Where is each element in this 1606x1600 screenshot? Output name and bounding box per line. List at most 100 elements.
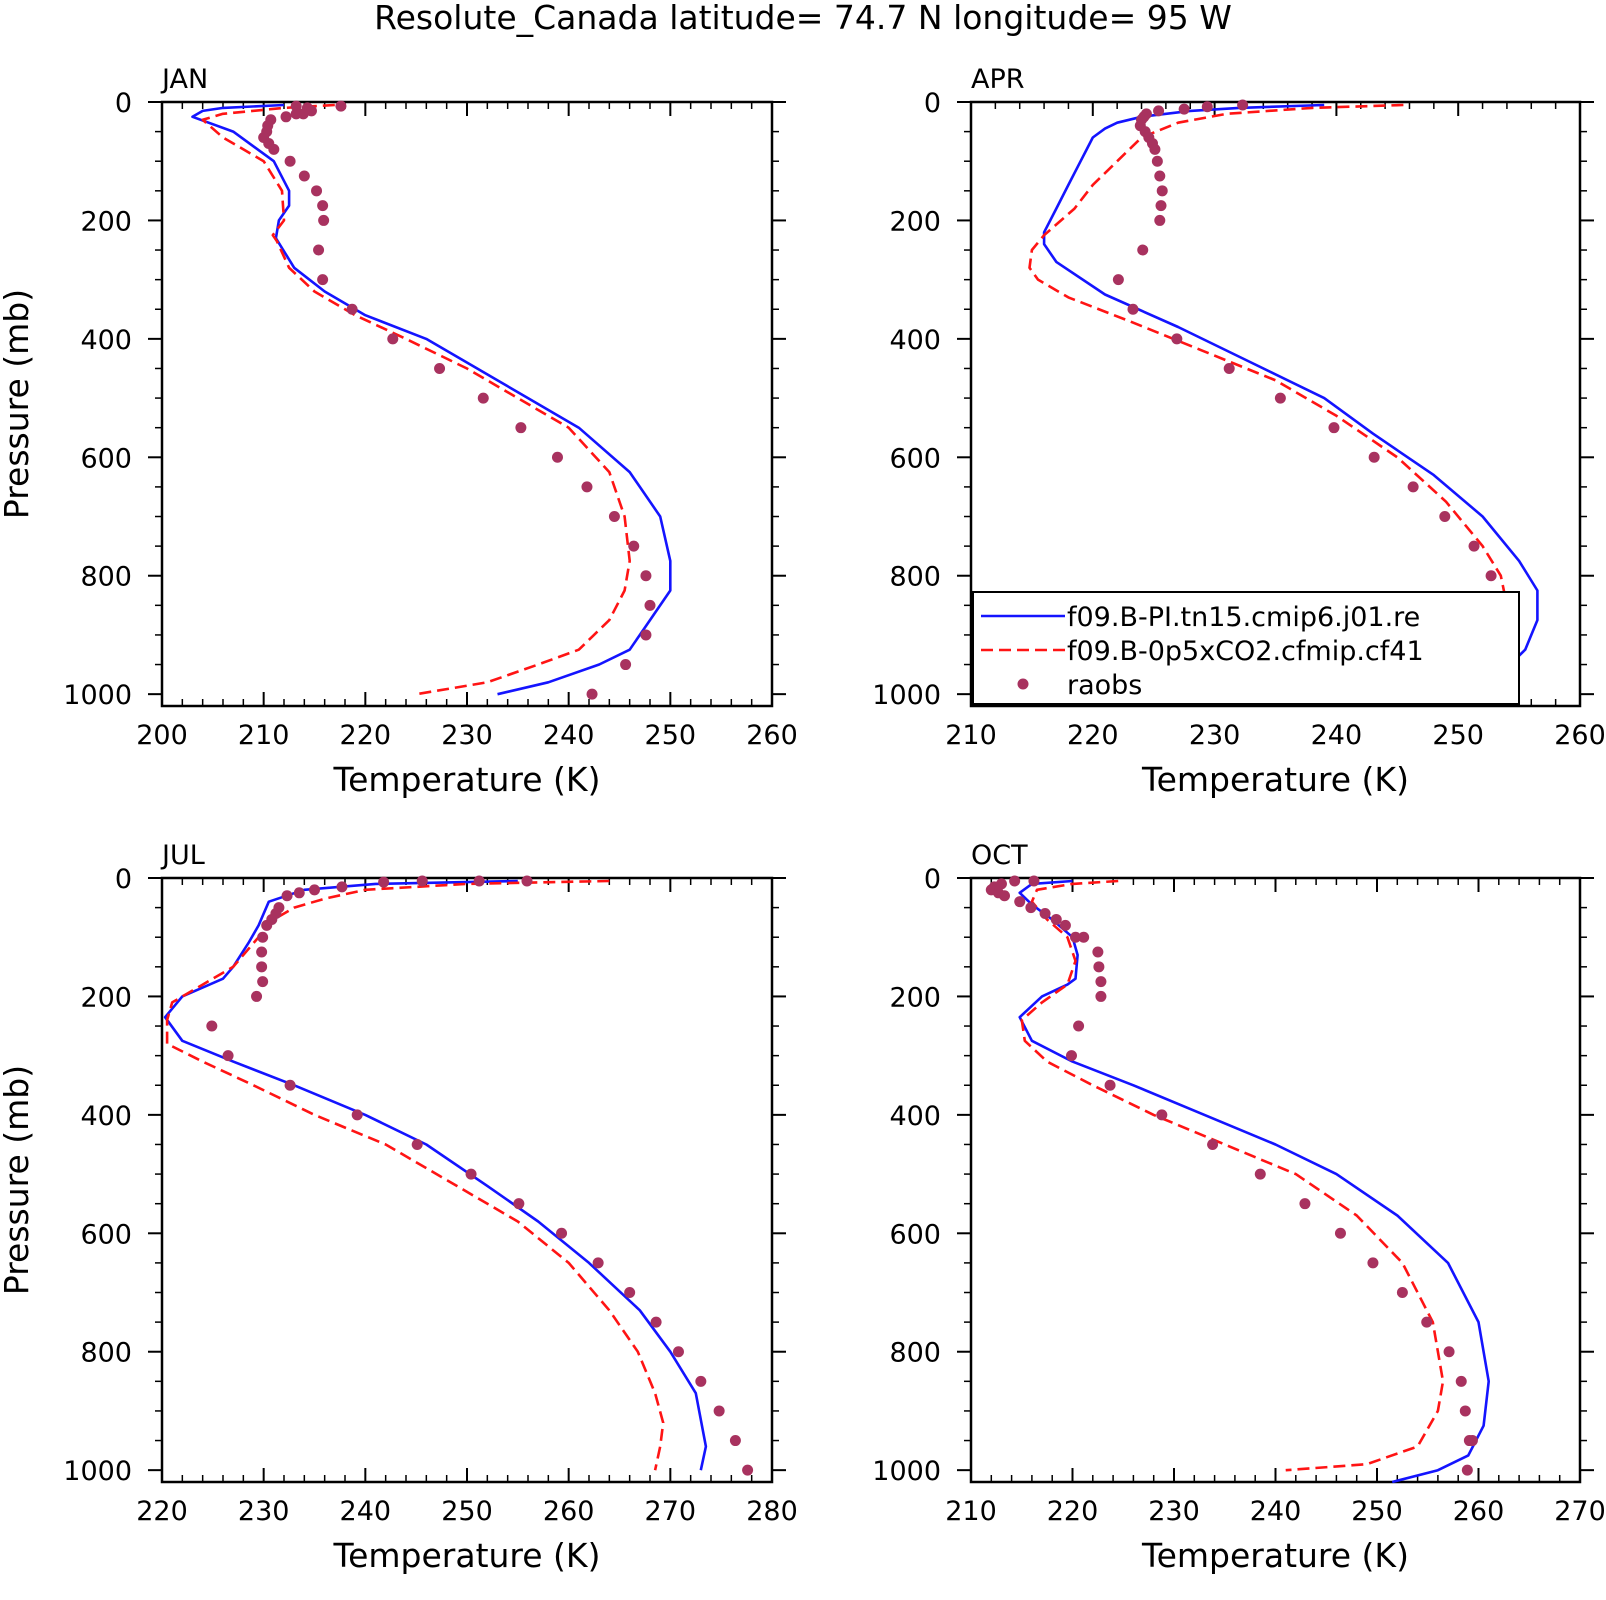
raobs-point	[378, 876, 390, 888]
y-tick-label: 800	[889, 562, 941, 593]
raobs-point	[1137, 244, 1149, 256]
y-tick-label: 800	[80, 1338, 132, 1369]
series-line-j01	[191, 103, 672, 696]
raobs-point	[280, 111, 292, 123]
x-tick-label: 250	[645, 720, 697, 751]
raobs-point	[1328, 422, 1340, 434]
x-tick-label: 240	[1250, 1496, 1302, 1527]
legend: f09.B-PI.tn15.cmip6.j01.ref09.B-0p5xCO2.…	[972, 591, 1520, 705]
raobs-point	[261, 919, 273, 931]
raobs-point	[1154, 170, 1166, 182]
panel-title: JAN	[160, 64, 208, 95]
plot-area	[191, 100, 672, 700]
x-tick-label: 270	[645, 1496, 697, 1527]
raobs-point	[672, 1346, 684, 1358]
raobs-point	[1178, 103, 1190, 115]
panel-title: OCT	[971, 840, 1028, 871]
raobs-point	[1065, 1050, 1077, 1062]
raobs-point	[644, 599, 656, 611]
raobs-point	[1154, 214, 1166, 226]
y-tick-label: 0	[115, 864, 132, 895]
raobs-point	[620, 659, 632, 671]
series-line-cf41	[165, 879, 665, 1471]
x-tick-label: 250	[1351, 1496, 1403, 1527]
x-tick-label: 250	[441, 1496, 493, 1527]
panel-apr: APR 210 220 230 240 250 260 0 200 400 600 800 1000 Te…	[872, 64, 1605, 799]
panel-jul: JUL 220 230 240 250 260 270 280 0 200 400 600 800 100…	[0, 840, 798, 1575]
y-tick-label: 0	[924, 864, 941, 895]
raobs-point	[222, 1050, 234, 1062]
x-tick-label: 230	[441, 720, 493, 751]
raobs-point	[387, 333, 399, 345]
raobs-point	[1028, 875, 1040, 887]
raobs-point	[695, 1375, 707, 1387]
y-axis-label: Pressure (mb)	[0, 289, 36, 519]
raobs-point	[313, 244, 325, 256]
legend-label: f09.B-PI.tn15.cmip6.j01.re	[1067, 602, 1420, 633]
x-axis-label: Temperature (K)	[1141, 760, 1409, 799]
y-tick-label: 200	[889, 982, 941, 1013]
x-tick-label: 220	[340, 720, 392, 751]
x-tick-label: 230	[238, 1496, 290, 1527]
panels: JAN 200 210 220 230 240 250 260 0 200 400 600 800 100…	[0, 64, 1606, 1575]
raobs-point	[640, 629, 652, 641]
raobs-point	[281, 890, 293, 902]
raobs-point	[1025, 902, 1037, 914]
raobs-point	[586, 688, 598, 700]
raobs-point	[206, 1020, 218, 1032]
raobs-point	[556, 1227, 568, 1239]
raobs-point	[1223, 362, 1235, 374]
raobs-point	[1407, 481, 1419, 493]
raobs-point	[1171, 333, 1183, 345]
legend-label: f09.B-0p5xCO2.cfmip.cf41	[1067, 636, 1424, 667]
raobs-point	[1014, 896, 1026, 908]
raobs-point	[592, 1257, 604, 1269]
x-tick-label: 240	[543, 720, 595, 751]
series-line-cf41	[1020, 879, 1445, 1472]
x-tick-label: 260	[1453, 1496, 1505, 1527]
raobs-point	[513, 1198, 525, 1210]
y-tick-label: 1000	[872, 1456, 941, 1487]
y-tick-label: 1000	[872, 680, 941, 711]
raobs-point	[1112, 274, 1124, 286]
raobs-point	[351, 1109, 363, 1121]
raobs-point	[628, 540, 640, 552]
raobs-point	[1073, 1020, 1085, 1032]
raobs-point	[1254, 1168, 1266, 1180]
raobs-point	[1274, 392, 1286, 404]
y-tick-label: 1000	[63, 680, 132, 711]
y-tick-label: 200	[80, 982, 132, 1013]
x-tick-label: 220	[1047, 1496, 1099, 1527]
raobs-point	[317, 200, 329, 212]
y-tick-label: 0	[924, 88, 941, 119]
raobs-point	[284, 155, 296, 167]
raobs-point	[1059, 919, 1071, 931]
legend-box	[972, 591, 1520, 705]
y-tick-label: 200	[80, 206, 132, 237]
raobs-point	[1039, 908, 1051, 920]
x-tick-label: 210	[945, 720, 997, 751]
raobs-point	[1104, 1079, 1116, 1091]
raobs-point	[1461, 1464, 1473, 1476]
raobs-point	[311, 185, 323, 197]
panel-oct: OCT 210 220 230 240 250 260 270 0 200 400 600 800 100…	[872, 840, 1605, 1575]
x-tick-label: 220	[136, 1496, 188, 1527]
plot-area	[1028, 99, 1539, 700]
raobs-point	[713, 1405, 725, 1417]
legend-label: raobs	[1067, 670, 1142, 701]
x-tick-label: 230	[1189, 720, 1241, 751]
series-line-j01	[1042, 103, 1539, 699]
series-line-j01	[163, 879, 708, 1471]
x-tick-label: 260	[543, 1496, 595, 1527]
raobs-point	[290, 100, 302, 112]
x-tick-label: 210	[238, 720, 290, 751]
y-tick-label: 600	[889, 443, 941, 474]
raobs-point	[335, 100, 347, 112]
y-tick-label: 400	[80, 325, 132, 356]
x-axis-label: Temperature (K)	[333, 760, 601, 799]
raobs-point	[640, 570, 652, 582]
plot-area	[985, 875, 1490, 1484]
x-axis-label: Temperature (K)	[333, 1536, 601, 1575]
y-tick-label: 0	[115, 88, 132, 119]
y-tick-label: 1000	[63, 1456, 132, 1487]
